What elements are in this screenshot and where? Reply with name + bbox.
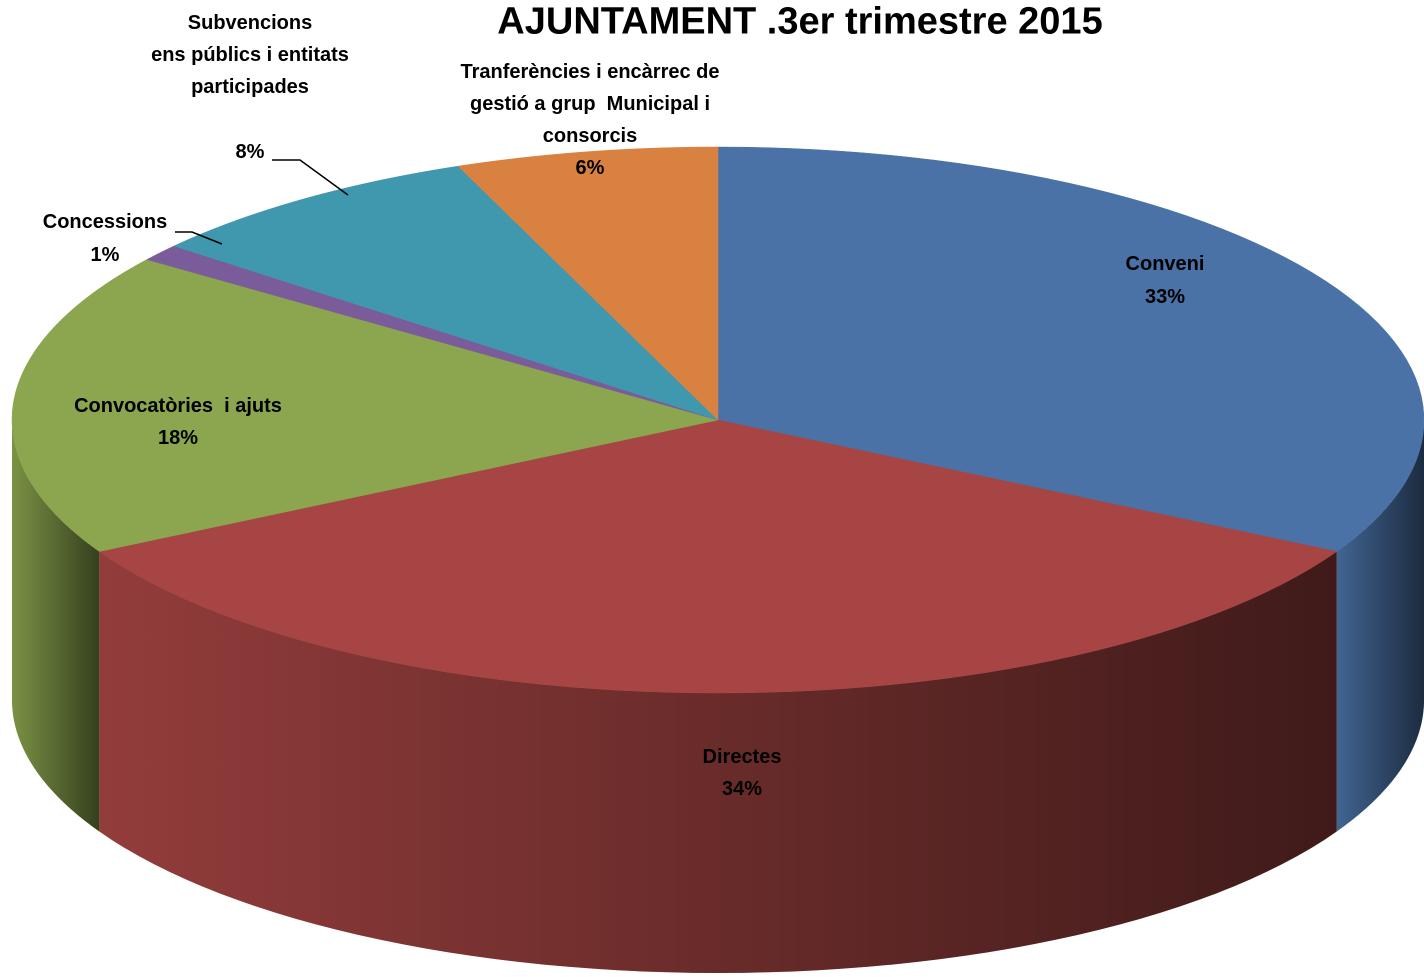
value-label: 33% <box>1144 286 1186 308</box>
leader-line <box>272 159 349 196</box>
value-label: 34% <box>721 778 763 800</box>
slice-side-shade <box>99 551 1337 973</box>
slice <box>146 245 719 421</box>
slice <box>98 419 1338 694</box>
slice-label: Convocatòries i ajuts <box>74 395 282 417</box>
slice-label: Directes <box>702 746 782 768</box>
slice-side-shade <box>1336 420 1424 832</box>
slice-label: Concessions <box>42 211 168 233</box>
chart-title: AJUNTAMENT .3er trimestre 2015 <box>497 0 1103 43</box>
slice <box>717 146 1424 552</box>
slice-side-shade <box>12 420 100 832</box>
leader-line <box>175 231 223 245</box>
value-label: 1% <box>90 244 120 266</box>
slice-label: Subvencions ens públics i entitats parti… <box>151 12 349 98</box>
slice <box>11 259 719 552</box>
slice-label: Tranferències i encàrrec de gestió a gru… <box>460 61 720 147</box>
value-label: 8% <box>235 141 265 163</box>
slice-label: Conveni <box>1125 253 1205 275</box>
value-label: 6% <box>575 157 605 179</box>
slice <box>457 146 719 421</box>
slice <box>173 165 719 421</box>
value-label: 18% <box>157 427 199 449</box>
